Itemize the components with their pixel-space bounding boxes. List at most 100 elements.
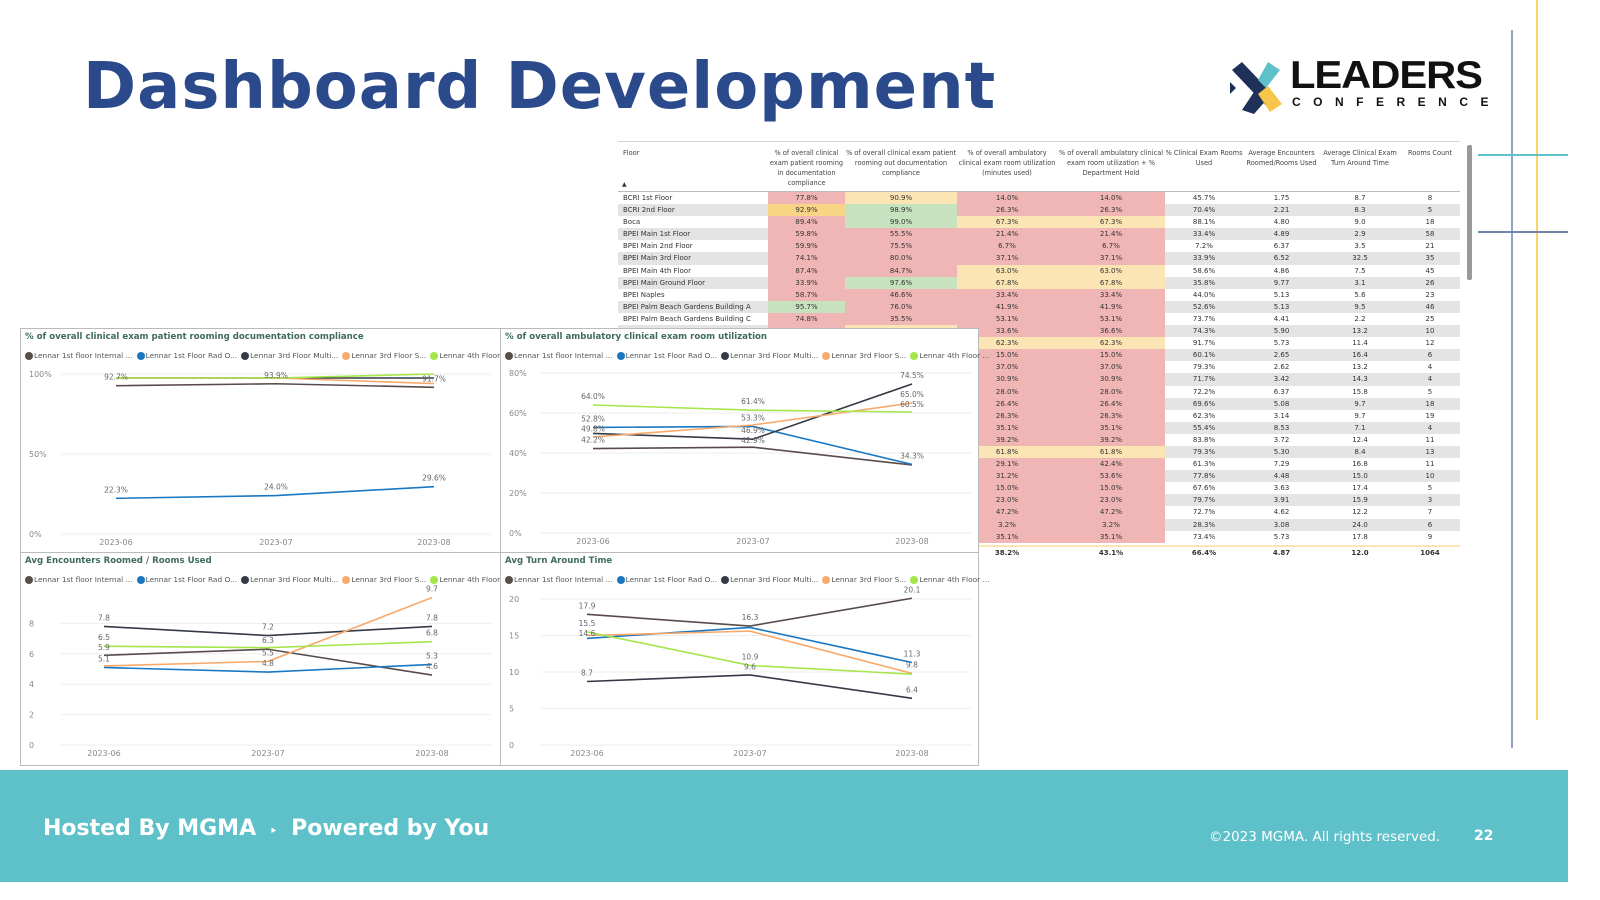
table-cell: 5.08 [1273,399,1290,408]
data-label: 6.3 [262,636,274,645]
table-cell: 26 [1425,278,1435,287]
column-header[interactable]: % of overall clinical exam patient roomi… [769,149,844,187]
table-row[interactable]: BCRI 2nd Floor 92.9% 98.9% 26.3% 26.3% 70.4% 2… [618,204,1460,217]
table-row[interactable]: BPEI Palm Beach Gardens Building A 95.7% 7… [618,300,1460,313]
y-tick-label: 15 [509,632,519,641]
table-row[interactable]: 35.1% 35.1% 73.4% 5.73 17.8 9 [618,530,1460,543]
legend-label: Lennar 1st Floor Rad O... [625,351,718,360]
table-row[interactable]: 28.0% 28.0% 72.2% 6.37 15.8 5 [618,385,1460,398]
table-cell: 46.6% [845,288,957,301]
legend-item[interactable]: Lennar 4th Floor ... [910,575,990,584]
column-header[interactable]: % of overall ambulatory clinical exam ro… [958,149,1056,177]
column-header[interactable]: Average Encounters Roomed/Rooms Used [1246,149,1317,167]
table-cell: 35 [1425,254,1435,263]
column-header[interactable]: % of overall ambulatory clinical exam ro… [1058,149,1164,177]
legend-item[interactable]: Lennar 1st Floor Rad O... [136,351,237,360]
table-cell: 2.2 [1354,314,1366,323]
column-header[interactable]: Average Clinical Exam Turn Around Time [1323,149,1397,167]
table-cell: 5.6 [1354,290,1366,299]
table-row[interactable]: BPEI Main 1st Floor 59.8% 55.5% 21.4% 21.4% 3… [618,228,1460,241]
table-cell: 6.52 [1273,254,1290,263]
table-cell: 73.4% [1192,532,1216,541]
series-line [592,404,913,413]
column-header[interactable]: % of overall clinical exam patient roomi… [845,149,957,177]
table-row[interactable]: BPEI Palm Beach Gardens Building C 74.8% 3… [618,312,1460,326]
table-cell: 28.0% [957,385,1057,398]
sort-ascending-icon[interactable]: ▲ [622,181,627,188]
legend-item[interactable]: Lennar 1st floor Internal ... [505,351,613,360]
data-label: 6.5 [98,633,110,642]
legend-item[interactable]: Lennar 4th Floor ... [430,575,510,584]
line-chart: 0% 20% 40% 60% 80% 2023-06 2023-07 2023-08 64.0%… [509,369,971,546]
legend-item[interactable]: Lennar 3rd Floor S... [822,351,906,360]
data-label: 4.6 [426,662,438,671]
legend-item[interactable]: Lennar 3rd Floor S... [342,575,426,584]
legend-item[interactable]: Lennar 3rd Floor Multi... [721,351,818,360]
copyright: ©2023 MGMA. All rights reserved. [1209,829,1441,845]
table-row[interactable]: 47.2% 47.2% 72.7% 4.62 12.2 7 [618,506,1460,519]
table-row[interactable]: 26.3% 26.3% 62.3% 3.14 9.7 19 [618,409,1460,422]
table-row[interactable]: BPEI Naples 58.7% 46.6% 33.4% 33.4% 44.0% 5.13… [618,288,1460,301]
legend-item[interactable]: Lennar 1st Floor Rad O... [616,575,717,584]
legend-item[interactable]: Lennar 1st floor Internal ... [25,351,133,360]
column-header[interactable]: % Clinical Exam Rooms Used [1165,149,1243,167]
legend-item[interactable]: Lennar 3rd Floor Multi... [241,575,338,584]
data-label: 49.8% [581,424,605,433]
table-cell: 8 [1427,194,1433,202]
series-line [103,663,433,673]
y-tick-label: 8 [29,619,34,628]
y-tick-label: 10 [509,668,519,677]
column-header[interactable]: Rooms Count [1408,149,1452,157]
table-cell: 6.37 [1273,387,1290,396]
table-row[interactable]: 39.2% 39.2% 83.8% 3.72 12.4 11 [618,433,1460,446]
table-row[interactable]: Boca 89.4% 99.0% 67.3% 67.3% 88.1% 4.80 9.0 18 [618,216,1460,229]
x-tick-label: 2023-06 [99,538,132,547]
chart-legend: Lennar 1st floor Internal ... Lennar 1st … [25,351,510,360]
table-cell: 67.8% [957,276,1057,289]
series-line [103,596,433,667]
table-row[interactable]: 62.3% 62.3% 91.7% 5.73 11.4 12 [618,337,1460,350]
table-cell: 79.7% [1192,496,1216,505]
table-row[interactable]: BPEI Main 4th Floor 87.4% 84.7% 63.0% 63.0% 5… [618,264,1460,277]
table-row[interactable]: 37.0% 37.0% 79.3% 2.62 13.2 4 [618,361,1460,374]
table-cell: 58.7% [768,288,845,301]
table-scrollbar[interactable] [1467,145,1472,280]
table-row[interactable]: BCRI 1st Floor 77.8% 90.9% 14.0% 14.0% 45.7% 1… [618,192,1460,205]
chart-title: Avg Turn Around Time [505,556,613,566]
table-cell: 21.4% [957,228,1057,241]
legend-item[interactable]: Lennar 3rd Floor Multi... [721,575,818,584]
legend-item[interactable]: Lennar 4th Floor ... [910,351,990,360]
column-header[interactable]: Floor [623,149,640,157]
table-cell: 2.62 [1273,363,1290,372]
table-cell: 3.14 [1273,411,1290,420]
table-row[interactable]: BPEI Main 3rd Floor 74.1% 80.0% 37.1% 37.1% 3… [618,252,1460,265]
table-cell: 95.7% [768,300,845,313]
legend-item[interactable]: Lennar 1st floor Internal ... [25,575,133,584]
x-tick-label: 2023-08 [415,749,448,758]
table-cell: 45 [1425,266,1435,275]
legend-item[interactable]: Lennar 3rd Floor S... [342,351,426,360]
legend-item[interactable]: Lennar 1st Floor Rad O... [136,575,237,584]
table-row[interactable]: 15.0% 15.0% 67.6% 3.63 17.4 5 [618,482,1460,495]
table-row[interactable]: BPEI Main Ground Floor 33.9% 97.6% 67.8% 67.… [618,276,1460,289]
table-row[interactable]: BPEI Main 2nd Floor 59.9% 75.5% 6.7% 6.7% 7.2… [618,240,1460,253]
legend-item[interactable]: Lennar 3rd Floor S... [822,575,906,584]
line-chart: 0% 50% 100% 2023-06 2023-07 2023-08 92.7% 22.3%… [29,370,491,547]
x-tick-label: 2023-08 [895,749,928,758]
table-cell: 25 [1425,314,1435,323]
table-row[interactable]: 29.1% 42.4% 61.3% 7.29 16.8 11 [618,458,1460,471]
table-cell: 5.73 [1273,339,1290,348]
table-cell: 35.1% [1057,421,1165,434]
table-cell: 77.8% [1192,472,1216,481]
legend-dot-icon [430,575,439,584]
legend-item[interactable]: Lennar 4th Floor ... [430,351,510,360]
legend-item[interactable]: Lennar 1st floor Internal ... [505,575,613,584]
table-cell: 5.13 [1273,302,1290,311]
data-label: 5.9 [98,643,110,652]
table-cell: 13.2 [1352,363,1368,372]
legend-item[interactable]: Lennar 1st Floor Rad O... [616,351,718,360]
data-label: 42.2% [581,436,605,445]
data-label: 20.1 [904,585,921,594]
legend-item[interactable]: Lennar 3rd Floor Multi... [241,351,338,360]
data-label: 22.3% [104,485,128,494]
